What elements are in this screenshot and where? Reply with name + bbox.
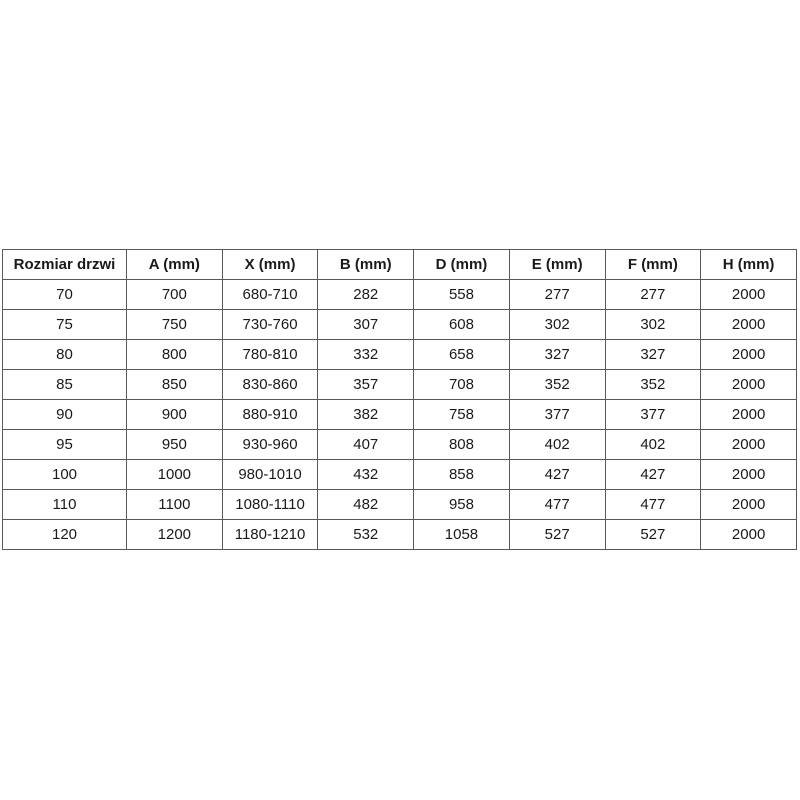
table-cell: 980-1010 bbox=[221, 459, 319, 490]
table-cell: 402 bbox=[604, 429, 702, 460]
table-cell: 1100 bbox=[126, 489, 223, 520]
table-cell: 477 bbox=[508, 489, 606, 520]
table-row: 70 700 680-710 282 558 277 277 2000 bbox=[2, 279, 797, 310]
table-cell: 930-960 bbox=[221, 429, 319, 460]
table-cell: 357 bbox=[317, 369, 415, 400]
table-cell: 110 bbox=[2, 489, 127, 520]
column-header: H (mm) bbox=[700, 249, 797, 280]
table-row: 85 850 830-860 357 708 352 352 2000 bbox=[2, 369, 797, 400]
table-cell: 402 bbox=[508, 429, 606, 460]
column-header: Rozmiar drzwi bbox=[2, 249, 127, 280]
table-row: 110 1100 1080-1110 482 958 477 477 2000 bbox=[2, 489, 797, 520]
table-cell: 75 bbox=[2, 309, 127, 340]
table-cell: 477 bbox=[604, 489, 702, 520]
table-cell: 2000 bbox=[700, 309, 797, 340]
table-cell: 302 bbox=[604, 309, 702, 340]
table-cell: 327 bbox=[604, 339, 702, 370]
table-cell: 2000 bbox=[700, 489, 797, 520]
table-cell: 407 bbox=[317, 429, 415, 460]
table-cell: 277 bbox=[508, 279, 606, 310]
column-header: D (mm) bbox=[413, 249, 510, 280]
table-cell: 708 bbox=[413, 369, 510, 400]
table-cell: 377 bbox=[508, 399, 606, 430]
table-row: 100 1000 980-1010 432 858 427 427 2000 bbox=[2, 459, 797, 490]
table-cell: 880-910 bbox=[221, 399, 319, 430]
table-cell: 382 bbox=[317, 399, 415, 430]
table-cell: 680-710 bbox=[221, 279, 319, 310]
table-header-row: Rozmiar drzwi A (mm) X (mm) B (mm) D (mm) E (… bbox=[2, 249, 797, 280]
table-cell: 427 bbox=[508, 459, 606, 490]
table-cell: 2000 bbox=[700, 339, 797, 370]
table-cell: 377 bbox=[604, 399, 702, 430]
table-cell: 307 bbox=[317, 309, 415, 340]
table-cell: 332 bbox=[317, 339, 415, 370]
table-cell: 780-810 bbox=[221, 339, 319, 370]
door-size-table-container: Rozmiar drzwi A (mm) X (mm) B (mm) D (mm) E (… bbox=[2, 249, 797, 550]
table-cell: 2000 bbox=[700, 519, 797, 550]
table-body: 70 700 680-710 282 558 277 277 2000 75 750 730-760… bbox=[2, 279, 797, 550]
table-head: Rozmiar drzwi A (mm) X (mm) B (mm) D (mm) E (… bbox=[2, 249, 797, 280]
column-header: B (mm) bbox=[317, 249, 415, 280]
column-header: A (mm) bbox=[126, 249, 223, 280]
table-cell: 900 bbox=[126, 399, 223, 430]
table-cell: 1180-1210 bbox=[221, 519, 319, 550]
table-cell: 1058 bbox=[413, 519, 510, 550]
table-row: 90 900 880-910 382 758 377 377 2000 bbox=[2, 399, 797, 430]
table-row: 80 800 780-810 332 658 327 327 2000 bbox=[2, 339, 797, 370]
table-cell: 2000 bbox=[700, 429, 797, 460]
table-cell: 558 bbox=[413, 279, 510, 310]
door-size-table: Rozmiar drzwi A (mm) X (mm) B (mm) D (mm) E (… bbox=[2, 249, 797, 550]
table-cell: 70 bbox=[2, 279, 127, 310]
table-cell: 120 bbox=[2, 519, 127, 550]
column-header: F (mm) bbox=[604, 249, 702, 280]
table-cell: 482 bbox=[317, 489, 415, 520]
table-cell: 800 bbox=[126, 339, 223, 370]
table-cell: 95 bbox=[2, 429, 127, 460]
table-cell: 527 bbox=[604, 519, 702, 550]
table-cell: 830-860 bbox=[221, 369, 319, 400]
table-cell: 532 bbox=[317, 519, 415, 550]
table-cell: 302 bbox=[508, 309, 606, 340]
table-cell: 282 bbox=[317, 279, 415, 310]
table-cell: 80 bbox=[2, 339, 127, 370]
table-row: 75 750 730-760 307 608 302 302 2000 bbox=[2, 309, 797, 340]
table-cell: 2000 bbox=[700, 459, 797, 490]
table-cell: 352 bbox=[604, 369, 702, 400]
table-cell: 730-760 bbox=[221, 309, 319, 340]
table-cell: 527 bbox=[508, 519, 606, 550]
table-cell: 432 bbox=[317, 459, 415, 490]
table-cell: 352 bbox=[508, 369, 606, 400]
table-cell: 2000 bbox=[700, 369, 797, 400]
table-cell: 858 bbox=[413, 459, 510, 490]
table-row: 120 1200 1180-1210 532 1058 527 527 2000 bbox=[2, 519, 797, 550]
table-cell: 1200 bbox=[126, 519, 223, 550]
table-cell: 850 bbox=[126, 369, 223, 400]
table-cell: 2000 bbox=[700, 279, 797, 310]
table-row: 95 950 930-960 407 808 402 402 2000 bbox=[2, 429, 797, 460]
table-cell: 327 bbox=[508, 339, 606, 370]
table-cell: 958 bbox=[413, 489, 510, 520]
table-cell: 85 bbox=[2, 369, 127, 400]
table-cell: 90 bbox=[2, 399, 127, 430]
table-cell: 100 bbox=[2, 459, 127, 490]
table-cell: 658 bbox=[413, 339, 510, 370]
table-cell: 2000 bbox=[700, 399, 797, 430]
column-header: E (mm) bbox=[508, 249, 606, 280]
table-cell: 1000 bbox=[126, 459, 223, 490]
table-cell: 808 bbox=[413, 429, 510, 460]
table-cell: 1080-1110 bbox=[221, 489, 319, 520]
table-cell: 608 bbox=[413, 309, 510, 340]
table-cell: 700 bbox=[126, 279, 223, 310]
table-cell: 277 bbox=[604, 279, 702, 310]
table-cell: 758 bbox=[413, 399, 510, 430]
table-cell: 750 bbox=[126, 309, 223, 340]
table-cell: 950 bbox=[126, 429, 223, 460]
column-header: X (mm) bbox=[221, 249, 319, 280]
table-cell: 427 bbox=[604, 459, 702, 490]
